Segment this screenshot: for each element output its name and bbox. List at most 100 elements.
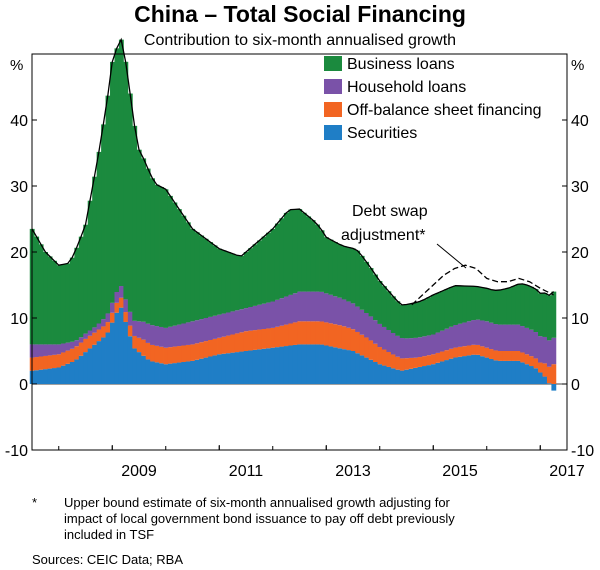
bar-business-loans-45 bbox=[230, 253, 236, 312]
bar-securities-41 bbox=[212, 355, 218, 384]
bar-securities-61 bbox=[301, 344, 307, 384]
bar-household-loans-93 bbox=[444, 328, 450, 351]
bar-household-loans-5 bbox=[52, 344, 57, 355]
bar-household-loans-33 bbox=[176, 324, 182, 347]
bar-household-loans-56 bbox=[279, 298, 285, 326]
bar-securities-98 bbox=[466, 355, 472, 384]
sources-note: Sources: CEIC Data; RBA bbox=[32, 552, 183, 567]
bar-business-loans-115 bbox=[542, 292, 548, 337]
bar-securities-70 bbox=[341, 349, 347, 384]
bar-off-balance-sheet-financing-38 bbox=[199, 342, 205, 359]
footnote-line-3: included in TSF bbox=[64, 527, 155, 542]
bar-securities-84 bbox=[404, 369, 410, 384]
bar-securities-37 bbox=[194, 359, 200, 384]
bar-off-balance-sheet-financing-55 bbox=[274, 326, 280, 348]
bar-securities-85 bbox=[408, 368, 414, 384]
bar-business-loans-1 bbox=[34, 236, 40, 345]
bar-household-loans-30 bbox=[163, 327, 169, 348]
bar-securities-107 bbox=[506, 360, 512, 384]
y-tick-label-right-20: 20 bbox=[571, 245, 589, 262]
bar-off-balance-sheet-financing-9 bbox=[69, 348, 75, 362]
y-tick-label-right-10: 10 bbox=[571, 311, 589, 328]
bar-off-balance-sheet-financing-87 bbox=[417, 357, 423, 367]
bar-securities-31 bbox=[167, 363, 173, 384]
bar-business-loans-36 bbox=[190, 228, 196, 322]
bar-household-loans-103 bbox=[488, 322, 494, 350]
y-tick-label-right-40: 40 bbox=[571, 113, 589, 130]
bar-business-loans-40 bbox=[208, 242, 213, 317]
bar-securities-66 bbox=[324, 345, 329, 384]
bar-off-balance-sheet-financing-1 bbox=[34, 357, 40, 371]
bar-business-loans-11 bbox=[78, 236, 84, 338]
bar-securities-15 bbox=[96, 341, 102, 384]
bar-household-loans-65 bbox=[319, 291, 325, 322]
bar-business-loans-87 bbox=[417, 301, 423, 338]
bar-business-loans-53 bbox=[266, 232, 271, 303]
bar-securities-51 bbox=[257, 349, 263, 384]
bar-business-loans-62 bbox=[306, 216, 312, 292]
bar-off-balance-sheet-financing-15 bbox=[96, 329, 102, 342]
bar-securities-113 bbox=[533, 368, 539, 384]
bar-off-balance-sheet-financing-16 bbox=[101, 326, 106, 338]
bar-securities-83 bbox=[399, 370, 405, 384]
bar-securities-19 bbox=[114, 312, 120, 384]
bar-household-loans-114 bbox=[538, 336, 543, 363]
bar-household-loans-46 bbox=[234, 310, 240, 334]
bar-off-balance-sheet-financing-98 bbox=[466, 345, 472, 356]
bar-household-loans-91 bbox=[435, 332, 441, 353]
bar-off-balance-sheet-financing-23 bbox=[132, 335, 138, 349]
bar-household-loans-69 bbox=[337, 297, 343, 326]
bar-securities-7 bbox=[60, 365, 66, 384]
bar-household-loans-82 bbox=[395, 335, 401, 357]
y-tick-label-left--10: -10 bbox=[5, 443, 28, 460]
bar-securities-40 bbox=[208, 356, 213, 384]
bar-securities-47 bbox=[239, 351, 245, 384]
bar-household-loans-37 bbox=[194, 320, 200, 344]
bar-securities-64 bbox=[315, 344, 320, 384]
bar-securities-53 bbox=[266, 348, 271, 384]
bar-off-balance-sheet-financing-45 bbox=[230, 334, 236, 353]
bar-business-loans-34 bbox=[181, 215, 187, 324]
bar-household-loans-39 bbox=[203, 318, 209, 342]
bar-off-balance-sheet-financing-70 bbox=[341, 326, 347, 350]
bar-off-balance-sheet-financing-101 bbox=[480, 346, 485, 357]
bar-household-loans-87 bbox=[417, 337, 423, 358]
footnote-line-2: impact of local government bond issuance… bbox=[64, 511, 455, 526]
x-axis-ticks: 2009 2011 2013 2015 2017 bbox=[58, 445, 585, 480]
bar-business-loans-13 bbox=[87, 200, 93, 331]
bar-off-balance-sheet-financing-54 bbox=[270, 327, 276, 348]
bar-securities-46 bbox=[234, 352, 240, 384]
bar-off-balance-sheet-financing-47 bbox=[239, 332, 245, 352]
bar-off-balance-sheet-financing-82 bbox=[395, 356, 401, 370]
bar-off-balance-sheet-financing-10 bbox=[74, 346, 80, 360]
bar-business-loans-24 bbox=[136, 149, 142, 322]
bar-household-loans-79 bbox=[381, 326, 387, 350]
bar-household-loans-97 bbox=[462, 322, 468, 347]
bar-securities-43 bbox=[221, 353, 227, 384]
bar-business-loans-33 bbox=[176, 209, 182, 325]
bar-household-loans-88 bbox=[422, 336, 427, 357]
bar-off-balance-sheet-financing-107 bbox=[506, 351, 512, 361]
bar-securities-1 bbox=[34, 370, 40, 384]
bar-business-loans-2 bbox=[38, 244, 44, 345]
bar-business-loans-96 bbox=[457, 285, 463, 324]
bar-off-balance-sheet-financing-4 bbox=[47, 355, 53, 369]
bar-securities-101 bbox=[480, 356, 485, 384]
bar-securities-56 bbox=[279, 346, 285, 384]
bar-off-balance-sheet-financing-25 bbox=[141, 339, 147, 356]
bar-business-loans-60 bbox=[297, 209, 303, 292]
bar-securities-29 bbox=[159, 363, 164, 384]
bar-business-loans-42 bbox=[217, 248, 222, 315]
bar-off-balance-sheet-financing-6 bbox=[56, 354, 62, 368]
bar-household-loans-72 bbox=[350, 303, 356, 330]
legend-label-business-loans: Business loans bbox=[347, 56, 455, 73]
bar-securities-36 bbox=[190, 360, 196, 384]
bar-securities-90 bbox=[431, 364, 436, 384]
bar-off-balance-sheet-financing-78 bbox=[377, 347, 383, 365]
bar-household-loans-85 bbox=[408, 338, 414, 358]
bar-household-loans-111 bbox=[524, 327, 530, 355]
bar-household-loans-105 bbox=[497, 324, 503, 351]
bar-off-balance-sheet-financing-113 bbox=[533, 358, 539, 369]
bar-business-loans-116 bbox=[546, 295, 552, 341]
bar-business-loans-49 bbox=[248, 248, 254, 307]
